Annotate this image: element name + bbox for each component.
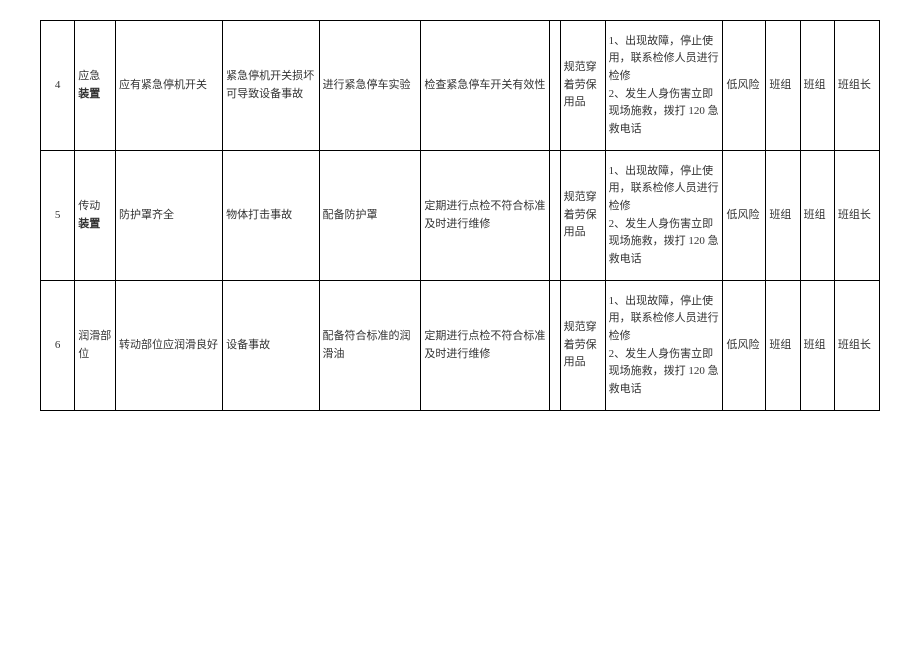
cell-measure1: 配备符合标准的润滑油 [319,281,421,411]
cell-device: 传动装置 [75,151,116,281]
cell-seq: 4 [41,21,75,151]
cell-measure1: 进行紧急停车实验 [319,21,421,151]
table-row: 5 传动装置 防护罩齐全 物体打击事故 配备防护罩 定期进行点检不符合标准及时进… [41,151,880,281]
cell-level2: 班组 [800,151,834,281]
cell-level1: 班组 [766,151,800,281]
cell-level2: 班组 [800,21,834,151]
cell-ppe: 规范穿着劳保用品 [560,21,605,151]
cell-level1: 班组 [766,21,800,151]
cell-measure2: 定期进行点检不符合标准及时进行维修 [421,281,550,411]
table-row: 4 应急装置 应有紧急停机开关 紧急停机开关损坏可导致设备事故 进行紧急停车实验… [41,21,880,151]
cell-ppe: 规范穿着劳保用品 [560,281,605,411]
cell-seq: 5 [41,151,75,281]
cell-requirement: 转动部位应润滑良好 [115,281,222,411]
cell-measure1: 配备防护罩 [319,151,421,281]
cell-requirement: 应有紧急停机开关 [115,21,222,151]
cell-leader: 班组长 [834,21,879,151]
cell-measure2: 检查紧急停车开关有效性 [421,21,550,151]
cell-hazard: 紧急停机开关损坏可导致设备事故 [223,21,319,151]
cell-seq: 6 [41,281,75,411]
cell-hazard: 设备事故 [223,281,319,411]
cell-hazard: 物体打击事故 [223,151,319,281]
cell-risk: 低风险 [723,281,766,411]
cell-emergency: 1、出现故障，停止使用，联系检修人员进行检修 2、发生人身伤害立即现场施救，拨打… [605,281,723,411]
cell-risk: 低风险 [723,151,766,281]
cell-blank [549,21,560,151]
cell-ppe: 规范穿着劳保用品 [560,151,605,281]
table-row: 6 润滑部位 转动部位应润滑良好 设备事故 配备符合标准的润滑油 定期进行点检不… [41,281,880,411]
cell-emergency: 1、出现故障，停止使用，联系检修人员进行检修 2、发生人身伤害立即现场施救，拨打… [605,21,723,151]
cell-leader: 班组长 [834,151,879,281]
cell-risk: 低风险 [723,21,766,151]
cell-leader: 班组长 [834,281,879,411]
cell-level1: 班组 [766,281,800,411]
cell-level2: 班组 [800,281,834,411]
risk-table: 4 应急装置 应有紧急停机开关 紧急停机开关损坏可导致设备事故 进行紧急停车实验… [40,20,880,411]
cell-emergency: 1、出现故障，停止使用，联系检修人员进行检修 2、发生人身伤害立即现场施救，拨打… [605,151,723,281]
cell-blank [549,151,560,281]
cell-requirement: 防护罩齐全 [115,151,222,281]
cell-device: 润滑部位 [75,281,116,411]
cell-device: 应急装置 [75,21,116,151]
cell-blank [549,281,560,411]
cell-measure2: 定期进行点检不符合标准及时进行维修 [421,151,550,281]
